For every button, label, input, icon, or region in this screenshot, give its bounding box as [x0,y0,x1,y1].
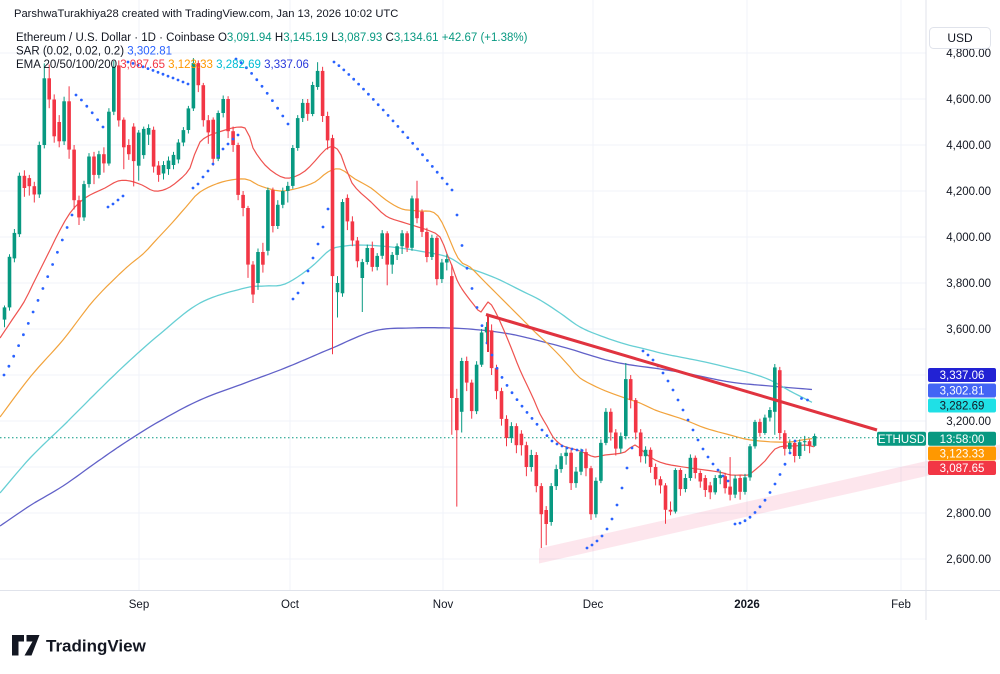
svg-text:3,087.65: 3,087.65 [940,463,985,475]
svg-text:SAR (0.02, 0.02, 0.2) 3,302.81: SAR (0.02, 0.02, 0.2) 3,302.81 [16,46,172,58]
svg-text:Sep: Sep [129,599,149,611]
svg-text:Feb: Feb [891,599,911,611]
svg-text:3,337.06: 3,337.06 [940,370,985,382]
svg-text:2026: 2026 [734,599,760,611]
svg-text:Nov: Nov [433,599,454,611]
svg-text:3,123.33: 3,123.33 [940,449,985,461]
svg-text:4,800.00: 4,800.00 [946,48,991,60]
svg-text:4,000.00: 4,000.00 [946,232,991,244]
svg-text:TradingView: TradingView [46,637,147,656]
svg-text:USD: USD [947,31,973,45]
svg-text:Oct: Oct [281,599,300,611]
svg-text:4,200.00: 4,200.00 [946,186,991,198]
svg-text:3,600.00: 3,600.00 [946,324,991,336]
svg-text:EMA 20/50/100/200 3,087.65 3,1: EMA 20/50/100/200 3,087.65 3,123.33 3,28… [16,59,309,71]
svg-text:2,800.00: 2,800.00 [946,508,991,520]
svg-text:Ethereum / U.S. Dollar · 1D ·: Ethereum / U.S. Dollar · 1D · Coinbase O… [16,32,528,44]
svg-text:3,200.00: 3,200.00 [946,416,991,428]
svg-text:3,800.00: 3,800.00 [946,278,991,290]
svg-text:3,302.81: 3,302.81 [940,386,985,398]
svg-text:13:58:00: 13:58:00 [940,434,985,446]
svg-text:2,600.00: 2,600.00 [946,554,991,566]
svg-text:4,600.00: 4,600.00 [946,94,991,106]
svg-text:3,282.69: 3,282.69 [940,401,985,413]
svg-text:ParshwaTurakhiya28 created wit: ParshwaTurakhiya28 created with TradingV… [14,8,398,20]
svg-text:Dec: Dec [583,599,604,611]
svg-text:4,400.00: 4,400.00 [946,140,991,152]
svg-text:ETHUSD: ETHUSD [878,434,925,446]
